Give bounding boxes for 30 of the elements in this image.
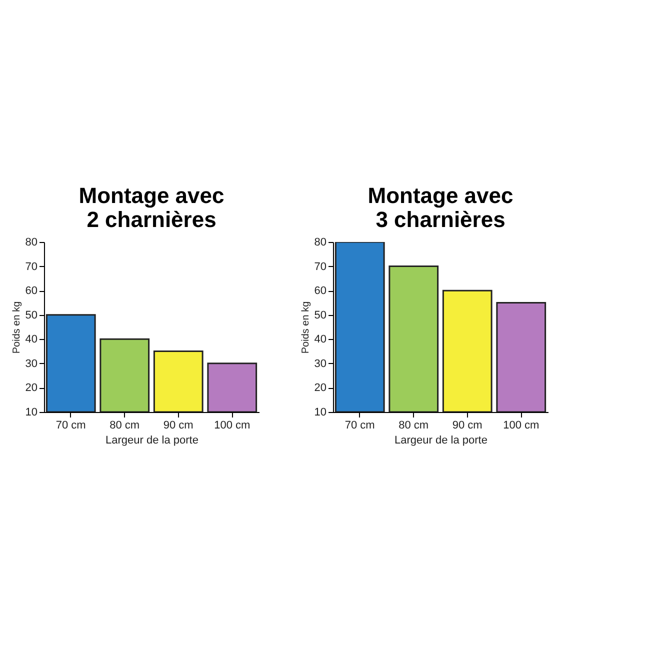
y-axis-title: Poids en kg xyxy=(11,301,22,354)
y-tick-label: 50 xyxy=(25,309,38,322)
x-axis-title: Largeur de la porte xyxy=(394,434,488,446)
y-axis-title: Poids en kg xyxy=(300,301,312,354)
y-tick-label: 30 xyxy=(314,358,326,370)
x-tick-label: 90 cm xyxy=(163,420,194,432)
y-tick-label: 20 xyxy=(314,382,326,394)
chart-title: Montage avec 3 charnières xyxy=(368,183,514,232)
chart-title: Montage avec 2 charnières xyxy=(78,183,224,232)
y-tick-label: 30 xyxy=(25,358,38,370)
y-tick-label: 40 xyxy=(314,334,326,346)
y-tick-label: 60 xyxy=(25,285,38,298)
y-tick-label: 40 xyxy=(25,334,38,346)
x-tick-label: 70 cm xyxy=(344,420,375,432)
x-tick-label: 80 cm xyxy=(398,420,429,432)
x-tick-label: 90 cm xyxy=(452,420,482,432)
y-tick-label: 10 xyxy=(314,406,326,418)
x-tick-label: 100 cm xyxy=(503,420,540,432)
y-tick-label: 70 xyxy=(25,260,38,273)
y-tick-label: 60 xyxy=(314,285,326,298)
x-tick-label: 80 cm xyxy=(110,420,140,432)
x-tick-label: 100 cm xyxy=(214,420,250,432)
y-tick-label: 10 xyxy=(25,406,38,418)
y-tick-label: 70 xyxy=(314,260,326,273)
y-tick-label: 20 xyxy=(25,382,38,394)
x-axis-title: Largeur de la porte xyxy=(106,434,198,446)
x-tick-label: 70 cm xyxy=(56,420,86,432)
y-tick-label: 80 xyxy=(314,236,326,248)
y-tick-label: 50 xyxy=(314,309,326,322)
y-tick-label: 80 xyxy=(25,236,38,248)
